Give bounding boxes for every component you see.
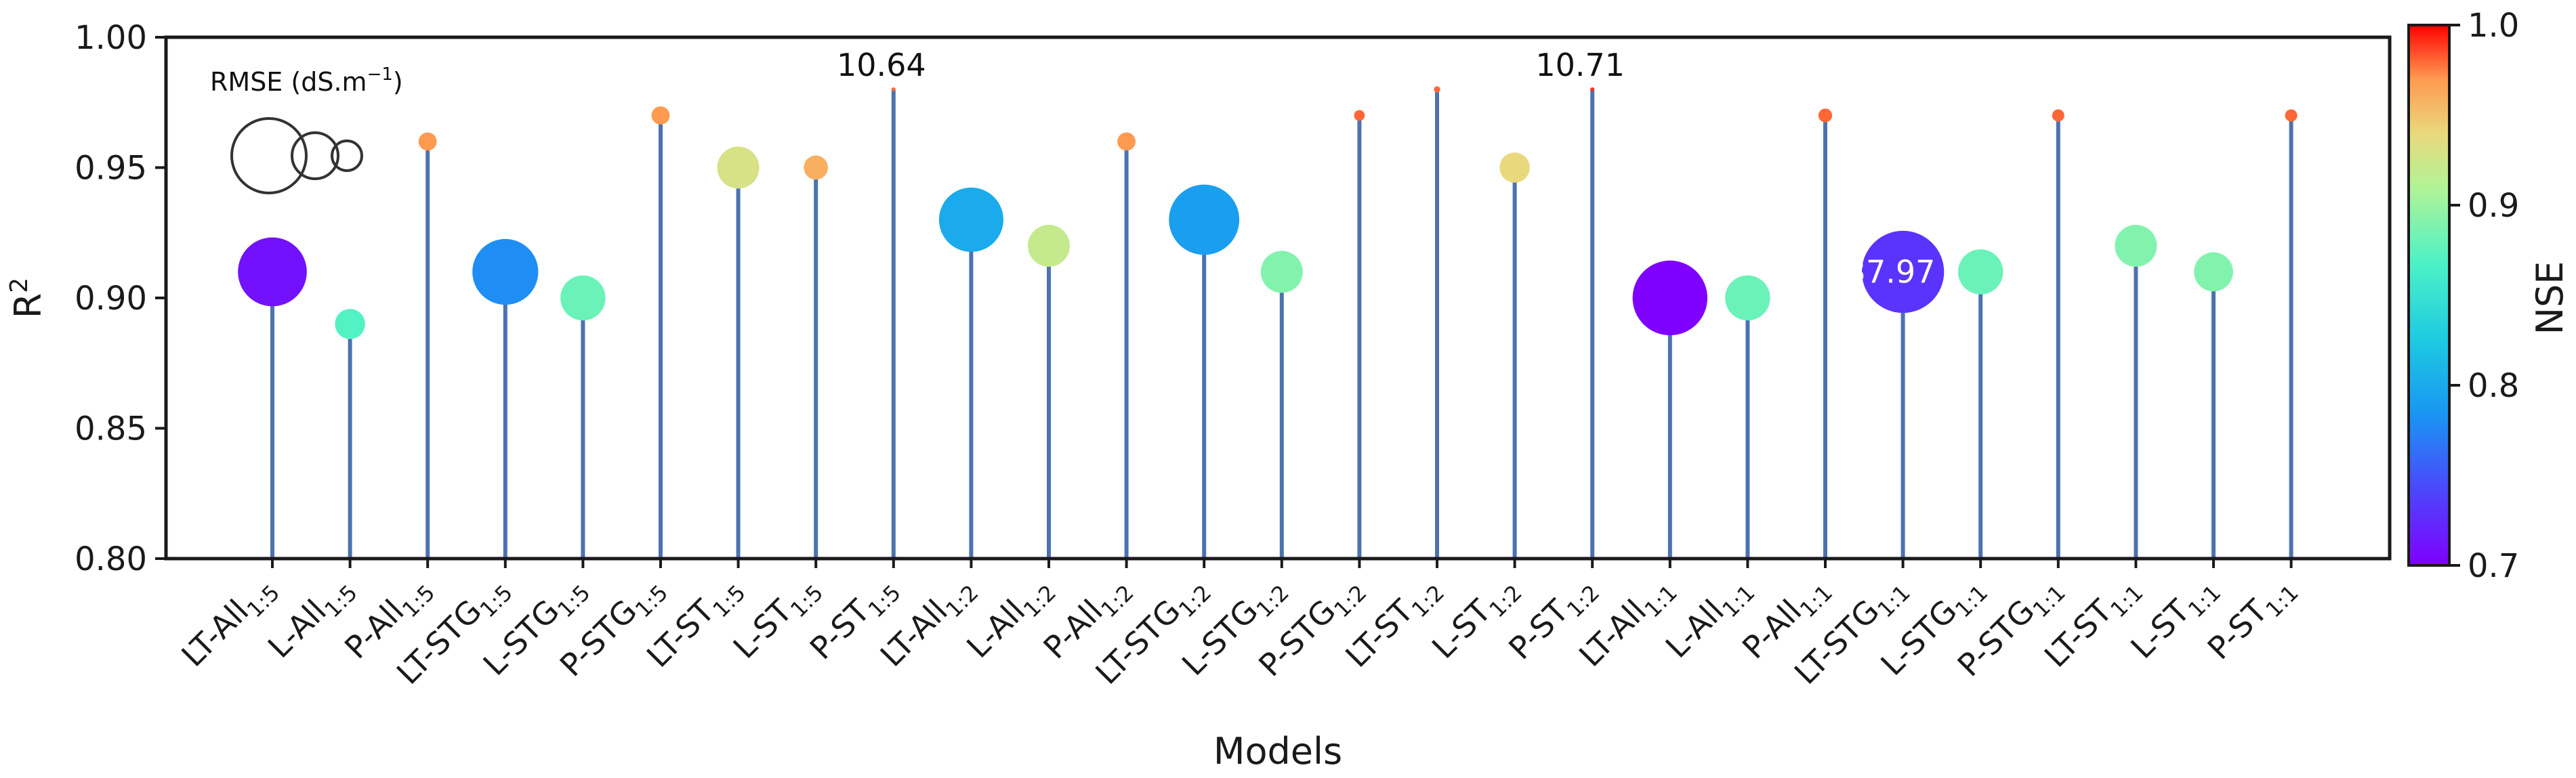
x-tick-label: L-ST1:5 [726, 568, 829, 670]
x-tick-label: P-ST1:1 [2201, 568, 2304, 671]
colorbar-tick-label: 0.7 [2468, 547, 2519, 585]
x-tick-label: L-ST1:1 [2123, 568, 2226, 670]
colorbar-tick-label: 0.9 [2468, 187, 2519, 225]
bubble-point [1499, 152, 1530, 183]
bubble-point [1818, 108, 1833, 123]
size-legend-circle-large [230, 117, 308, 194]
rmse-annotation: 10.71 [1535, 47, 1625, 83]
y-tick-label: 0.90 [75, 280, 147, 318]
y-axis: 0.80 0.85 0.90 0.95 1.00 [75, 19, 166, 578]
bubble-series [238, 86, 2298, 339]
bubble-point [1434, 86, 1440, 93]
colorbar: 0.7 0.8 0.9 1.0 NSE [2407, 7, 2571, 585]
bubble-point [2194, 252, 2233, 292]
bubble-point [560, 275, 606, 321]
bubble-point [938, 187, 1003, 253]
y-tick-label: 0.95 [75, 150, 147, 188]
x-tick-label: L-All1:5 [261, 568, 362, 670]
stem-series [270, 89, 2293, 559]
rmse-annotations: 10.64 10.71 37.97 [837, 47, 1936, 290]
size-legend-title-end: ) [393, 67, 403, 97]
colorbar-tick-label: 0.8 [2468, 367, 2519, 405]
bubble-point [2052, 109, 2064, 122]
rmse-annotation: 37.97 [1846, 254, 1936, 290]
bubble-point [891, 87, 896, 91]
bubble-point [1027, 224, 1071, 267]
rmse-annotation: 10.64 [837, 47, 926, 83]
bubble-point [1590, 87, 1595, 91]
x-tick-label: L-All1:1 [1659, 568, 1760, 670]
bubble-point [1169, 184, 1240, 255]
size-legend-title: RMSE (dS.m−1) [210, 64, 403, 97]
x-tick-label: L-All1:2 [959, 568, 1061, 670]
bubble-point [651, 106, 670, 125]
bubble-point [1260, 251, 1303, 293]
size-legend-circle-small [331, 139, 363, 172]
bubble-point [1957, 249, 2003, 295]
size-legend-title-main: RMSE (dS.m [210, 67, 367, 97]
colorbar-tick-label: 1.0 [2468, 7, 2519, 45]
size-legend-title-sup: −1 [367, 64, 393, 85]
bubble-point [1725, 275, 1770, 321]
y-axis-title-sup: 2 [5, 278, 33, 293]
size-legend: RMSE (dS.m−1) [210, 64, 403, 194]
y-tick-label: 1.00 [75, 19, 147, 57]
bubble-point [804, 155, 829, 180]
y-axis-title: R2 [5, 278, 49, 318]
y-tick-label: 0.80 [75, 540, 147, 578]
size-legend-circle-medium [291, 131, 339, 180]
bubble-point [418, 132, 437, 151]
x-tick-label: P-All1:5 [337, 568, 440, 670]
y-axis-title-main: R [7, 293, 49, 319]
bubble-point [2285, 109, 2298, 122]
colorbar-ticks: 0.7 0.8 0.9 1.0 [2449, 7, 2519, 585]
colorbar-label: NSE [2529, 261, 2571, 335]
bubble-point [1861, 230, 1945, 314]
x-tick-label: LT-All1:5 [174, 568, 285, 678]
x-tick-label: L-ST1:2 [1425, 568, 1527, 670]
bubble-point [335, 309, 365, 339]
bubble-point [1117, 132, 1136, 151]
bubble-point [1354, 110, 1365, 121]
bubble-point [472, 238, 539, 305]
bubble-point [717, 146, 760, 189]
bubble-point [2115, 224, 2157, 267]
y-tick-label: 0.85 [75, 410, 147, 448]
x-axis-title: Models [1213, 730, 1342, 773]
x-axis: LT-All1:5L-All1:5P-All1:5LT-STG1:5L-STG1… [174, 559, 2304, 691]
colorbar-gradient [2407, 24, 2451, 567]
bubble-point [1632, 260, 1708, 336]
bubble-point [238, 237, 307, 307]
